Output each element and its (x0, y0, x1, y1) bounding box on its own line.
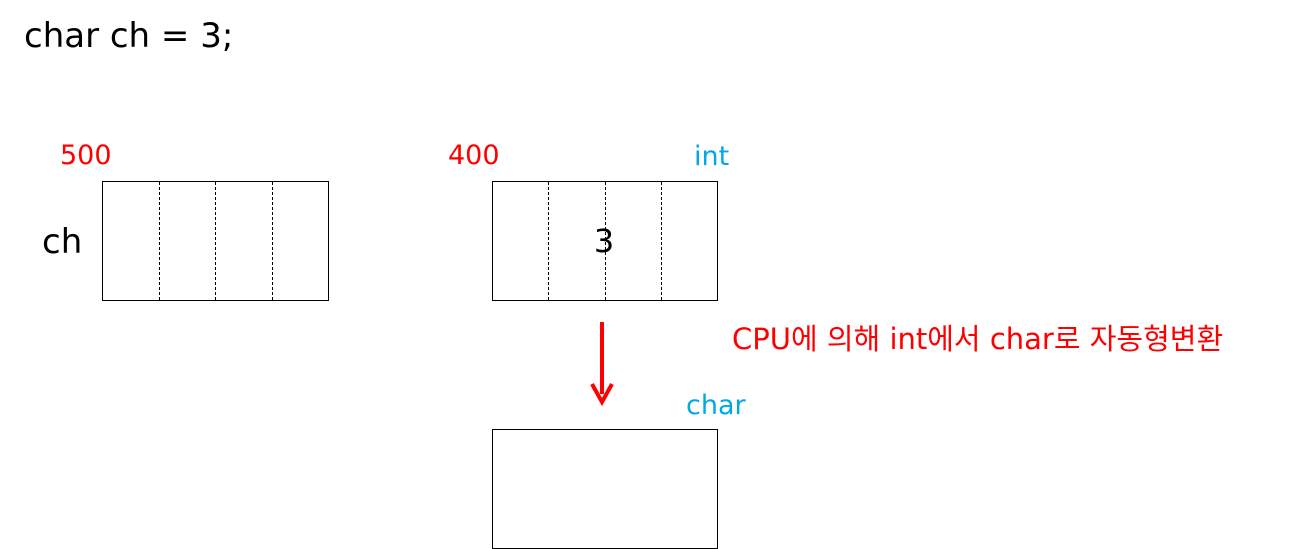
right-address-label: 400 (448, 140, 500, 171)
char-type-label: char (686, 390, 746, 421)
memory-byte (216, 182, 273, 300)
memory-byte (273, 182, 329, 300)
left-address-label: 500 (60, 140, 112, 171)
code-line: char ch = 3; (24, 16, 234, 56)
int-type-label: int (694, 141, 730, 172)
memory-byte (493, 430, 717, 548)
conversion-note: CPU에 의해 int에서 char로 자동형변환 (732, 322, 1224, 356)
memory-byte (103, 182, 160, 300)
char-memory-block (492, 429, 718, 549)
left-memory-block (102, 181, 329, 301)
memory-byte (662, 182, 717, 300)
variable-name-label: ch (42, 222, 83, 262)
memory-byte (493, 182, 550, 300)
stored-value: 3 (593, 222, 615, 260)
memory-byte (549, 182, 606, 300)
memory-byte (606, 182, 662, 300)
memory-byte (160, 182, 216, 300)
int-memory-block (492, 181, 718, 301)
down-arrow-icon (590, 322, 614, 406)
